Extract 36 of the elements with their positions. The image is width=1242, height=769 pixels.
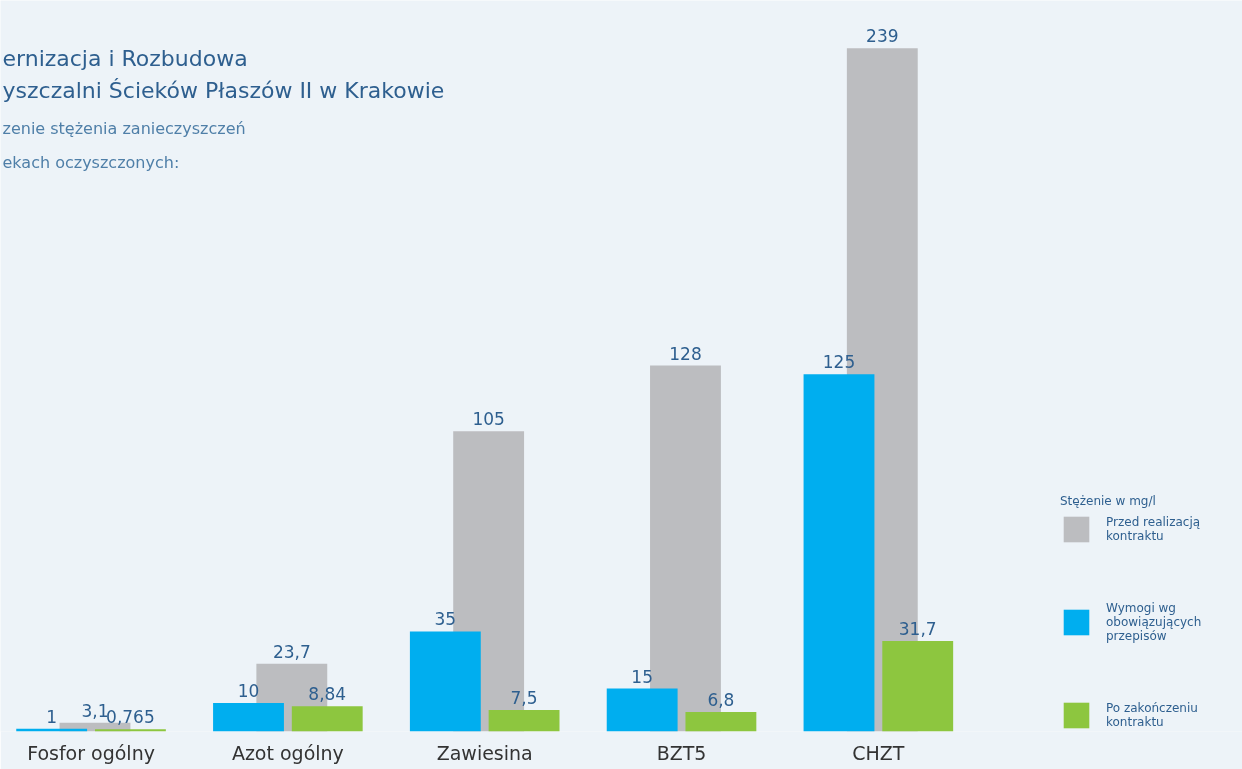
x-tick-label: Azot ogólny (231, 741, 344, 764)
data-label: 239 (866, 26, 899, 47)
legend-label: Przed realizacją kontraktu (1106, 515, 1201, 543)
x-tick-label: CHZT (852, 741, 905, 764)
data-label: 125 (822, 352, 856, 373)
annotation: ernizacja i Rozbudowa (2, 46, 248, 71)
data-label: 105 (472, 409, 505, 430)
data-label: 31,7 (898, 618, 937, 639)
bar (291, 706, 363, 732)
annotation: yszczalni Ścieków Płaszów II w Krakowie (2, 78, 445, 103)
bar (94, 729, 166, 732)
bar (213, 702, 284, 732)
bar (803, 374, 875, 732)
legend-label: Wymogi wg obowiązujących przepisów (1106, 601, 1202, 643)
data-label: 7,5 (510, 688, 538, 709)
annotation: zenie stężenia zanieczyszczeń (2, 119, 246, 138)
data-label: 15 (631, 666, 653, 687)
data-label: 10 (237, 680, 260, 701)
data-label: 23,7 (272, 641, 311, 662)
data-label: 128 (669, 343, 702, 364)
x-tick-label: Fosfor ogólny (27, 741, 155, 764)
bar (488, 710, 560, 732)
x-tick-label: BZT5 (656, 741, 707, 764)
data-label: 6,8 (707, 690, 735, 711)
data-label: 1 (46, 706, 58, 727)
data-label: 0,765 (106, 707, 155, 728)
bar (882, 640, 954, 732)
data-label: 35 (434, 609, 457, 630)
legend-label: Po zakończeniu kontraktu (1106, 701, 1198, 729)
bar (685, 712, 757, 732)
bar (606, 688, 678, 732)
legend-title: Stężenie w mg/l (1060, 494, 1157, 508)
data-label: 8,84 (308, 684, 347, 705)
x-tick-label: Zawiesina (436, 741, 533, 764)
annotation: ekach oczyszczonych: (2, 153, 180, 172)
bar (409, 631, 481, 732)
